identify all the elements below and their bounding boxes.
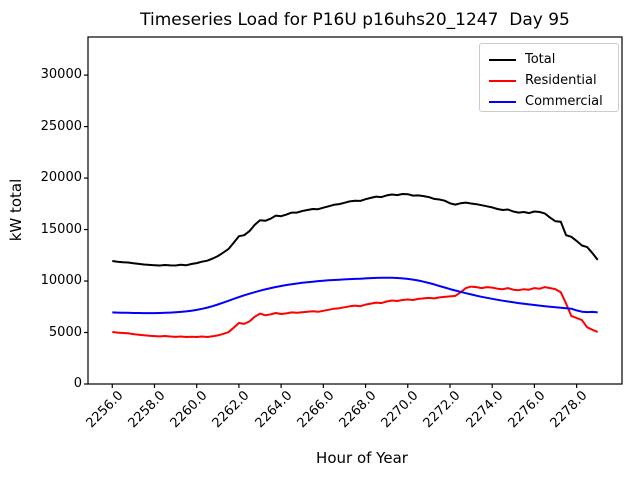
legend-line-sample xyxy=(489,100,516,103)
legend-label: Commercial xyxy=(525,94,603,109)
legend-line-sample xyxy=(489,79,516,82)
y-tick-label: 30000 xyxy=(40,67,82,83)
axes-frame xyxy=(87,36,623,385)
series-line-commercial xyxy=(112,276,598,315)
legend-item-commercial: Commercial xyxy=(489,91,618,112)
y-tick-label: 25000 xyxy=(40,118,82,134)
y-tick-label: 20000 xyxy=(40,170,82,186)
y-tick-label: 10000 xyxy=(40,273,82,289)
y-axis-label: kW total xyxy=(7,178,25,242)
legend-item-total: Total xyxy=(489,49,618,70)
series-line-total xyxy=(112,193,599,267)
legend-label: Residential xyxy=(525,73,597,88)
legend: Total Residential Commercial xyxy=(479,43,619,112)
y-tick-label: 5000 xyxy=(48,324,82,340)
chart-title: Timeseries Load for P16U p16uhs20_1247 D… xyxy=(140,10,570,30)
legend-line-sample xyxy=(489,58,516,61)
y-tick-label: 15000 xyxy=(40,221,82,237)
series-line-residential xyxy=(112,285,599,338)
legend-label: Total xyxy=(525,52,556,67)
y-tick-label: 0 xyxy=(73,376,82,391)
x-axis-label: Hour of Year xyxy=(316,449,408,467)
legend-item-residential: Residential xyxy=(489,70,618,91)
